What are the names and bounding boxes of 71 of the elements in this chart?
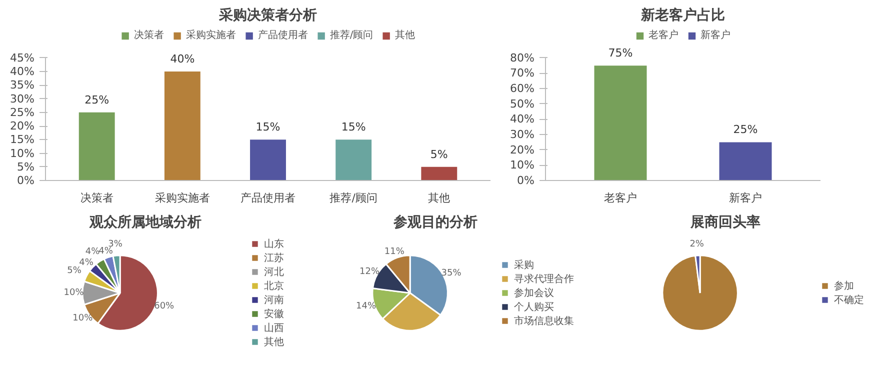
data-label: 60% [154, 301, 175, 312]
legend-label: 河南 [264, 294, 284, 306]
y-tick-label: 50% [510, 97, 535, 110]
y-tick-label: 20% [10, 120, 35, 133]
x-tick-label: 老客户 [604, 192, 637, 204]
legend-label: 产品使用者 [258, 28, 308, 42]
chart-title: 参观目的分析 [392, 214, 478, 230]
legend-label: 新客户 [700, 28, 730, 42]
y-tick-label: 40% [10, 65, 35, 78]
y-tick-label: 0% [17, 174, 34, 187]
x-tick-label: 推荐/顾问 [330, 192, 378, 204]
data-label: 12% [360, 267, 380, 278]
y-tick-label: 10% [10, 146, 35, 160]
y-tick-label: 25% [10, 106, 35, 119]
chart-title: 展商回头率 [690, 214, 760, 230]
legend-label: 寻求代理合作 [514, 272, 574, 286]
x-tick-label: 其他 [428, 192, 450, 204]
legend-label: 参加会议 [514, 286, 554, 300]
legend-label: 其他 [395, 28, 416, 42]
data-label: 35% [441, 268, 462, 278]
y-tick-label: 40% [510, 112, 535, 126]
y-tick-label: 15% [10, 133, 35, 146]
y-tick-label: 30% [510, 128, 535, 142]
y-tick-label: 70% [510, 66, 535, 80]
data-label: 10% [64, 288, 84, 298]
data-label: 15% [256, 120, 280, 134]
x-tick-label: 新客户 [729, 192, 762, 204]
chart-title: 采购决策者分析 [218, 8, 317, 24]
legend-label: 其他 [264, 336, 284, 348]
legend-label: 山东 [264, 238, 284, 250]
legend-label: 采购 [514, 258, 534, 272]
y-tick-label: 45% [10, 51, 35, 64]
y-tick-label: 30% [10, 92, 35, 106]
y-tick-label: 60% [510, 82, 535, 96]
legend-label: 参加 [834, 280, 854, 292]
legend-label: 山西 [264, 322, 284, 334]
data-label: 14% [356, 301, 376, 312]
legend-label: 江苏 [264, 252, 284, 264]
data-label: 75% [608, 46, 633, 60]
legend-label: 老客户 [648, 28, 678, 42]
data-label: 25% [733, 123, 758, 136]
chart-title: 新老客户占比 [640, 6, 725, 24]
y-tick-label: 20% [510, 143, 535, 156]
y-tick-label: 5% [17, 160, 34, 174]
y-tick-label: 80% [510, 51, 535, 64]
data-label: 10% [72, 314, 94, 324]
data-label: 4% [85, 247, 100, 258]
legend-label: 北京 [264, 280, 284, 292]
legend-label: 河北 [264, 266, 284, 278]
data-label: 15% [341, 120, 366, 134]
x-tick-label: 采购实施者 [154, 192, 210, 204]
x-tick-label: 产品使用者 [240, 192, 296, 204]
legend-label: 安徽 [264, 308, 284, 320]
legend-label: 推荐/顾问 [330, 28, 374, 42]
data-label: 25% [84, 93, 110, 106]
y-tick-label: 35% [10, 78, 35, 92]
data-label: 40% [170, 52, 195, 66]
data-label: 5% [430, 148, 448, 161]
x-tick-label: 决策者 [80, 192, 114, 204]
legend-label: 市场信息收集 [514, 314, 574, 328]
data-label: 5% [67, 266, 82, 276]
legend-label: 采购实施者 [186, 28, 236, 42]
data-label: 2% [690, 240, 704, 250]
legend-label: 决策者 [134, 28, 164, 42]
data-label: 11% [384, 247, 405, 258]
y-tick-label: 0% [517, 174, 534, 187]
y-tick-label: 10% [510, 158, 535, 172]
legend-label: 个人购买 [514, 300, 554, 314]
legend-label: 不确定 [834, 294, 864, 306]
chart-title: 观众所属地域分析 [88, 214, 202, 230]
data-label: 4% [79, 258, 94, 268]
